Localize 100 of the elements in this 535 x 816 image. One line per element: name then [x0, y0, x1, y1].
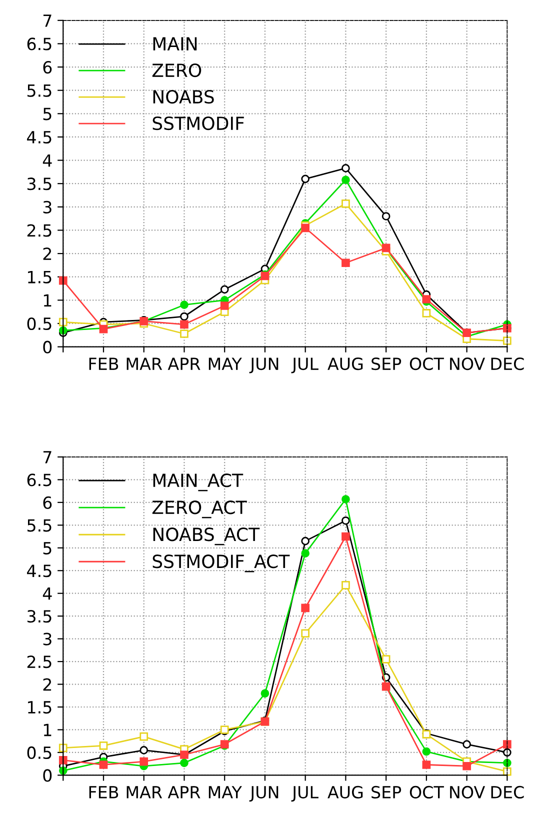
x-tick-label: JUN: [249, 358, 278, 374]
point: [301, 604, 310, 612]
point: [422, 309, 431, 318]
y-tick-label: 1: [44, 294, 52, 307]
point: [301, 536, 310, 546]
point: [180, 758, 188, 768]
y-tick-label: 0.5: [27, 317, 52, 330]
point: [382, 212, 390, 220]
point: [503, 336, 512, 345]
y-tick-label: 2.5: [27, 224, 52, 237]
point: [220, 285, 229, 294]
x-tick-label: AUG: [328, 358, 363, 370]
y-tick-label: 0: [43, 340, 52, 354]
point: [140, 757, 148, 766]
point: [220, 302, 229, 310]
legend-label: MAIN_ACT: [153, 474, 244, 492]
x-tick-label: SEP: [372, 358, 402, 370]
x-tick-label: NOV: [450, 358, 486, 370]
point: [180, 330, 188, 338]
y-tick-label: 6: [43, 60, 52, 74]
point: [99, 741, 108, 750]
point: [342, 258, 350, 268]
point: [462, 740, 471, 748]
y-tick-label: 1: [44, 724, 52, 736]
point: [422, 760, 431, 769]
point: [342, 176, 350, 184]
legend-label: ZERO: [152, 63, 202, 78]
point: [99, 760, 108, 769]
x-tick-label: MAY: [208, 358, 242, 370]
y-tick-label: 4.5: [27, 564, 52, 578]
legend-label: ZERO_ACT: [152, 500, 247, 518]
point: [503, 758, 512, 768]
y-tick-label: 5: [43, 108, 52, 120]
legend-label: NOABS_ACT: [153, 528, 260, 546]
y-tick-label: 5.5: [27, 84, 52, 97]
point: [462, 762, 471, 770]
point: [58, 318, 68, 326]
point: [342, 495, 350, 504]
x-tick-label: SEP: [372, 786, 402, 799]
point: [140, 732, 148, 741]
y-tick-label: 5: [43, 542, 52, 554]
y-tick-label: 2: [43, 678, 52, 691]
point: [422, 747, 431, 756]
legend-label: NOABS: [153, 90, 214, 104]
point: [260, 689, 270, 698]
point: [301, 549, 310, 558]
y-tick-label: 6.5: [27, 474, 52, 486]
point: [342, 516, 350, 525]
x-tick-label: FEB: [89, 786, 118, 798]
y-tick-label: 7: [43, 451, 52, 464]
point: [342, 164, 350, 172]
x-tick-label: FEB: [89, 358, 118, 370]
legend-label: SSTMODIF: [152, 116, 244, 130]
y-tick-label: 1.5: [28, 271, 52, 284]
point: [301, 224, 310, 232]
x-tick-label: NOV: [450, 786, 486, 799]
y-tick-label: 2.5: [27, 656, 52, 668]
point: [58, 756, 68, 764]
x-tick-label: JUL: [291, 786, 318, 802]
x-tick-label: MAY: [208, 786, 242, 798]
point: [301, 174, 310, 184]
point: [342, 532, 350, 541]
x-tick-label: DEC: [491, 358, 524, 370]
legend-label: MAIN: [153, 37, 197, 50]
y-tick-label: 3.5: [27, 610, 52, 623]
y-tick-label: 0.5: [27, 746, 52, 760]
point: [503, 748, 512, 757]
x-tick-label: APR: [168, 786, 200, 798]
x-tick-label: DEC: [491, 786, 524, 799]
y-tick-label: 6.5: [27, 38, 52, 50]
x-tick-label: JUL: [291, 358, 318, 374]
x-tick-label: MAR: [126, 358, 162, 370]
y-tick-label: 4: [42, 588, 52, 600]
y-tick-label: 3.5: [27, 178, 52, 190]
y-tick-label: 4: [42, 154, 52, 167]
point: [58, 276, 68, 285]
y-tick-label: 2: [43, 248, 52, 260]
y-tick-label: 5.5: [27, 519, 52, 532]
point: [342, 199, 350, 208]
y-tick-label: 3: [43, 632, 52, 646]
point: [342, 581, 350, 590]
point: [180, 300, 188, 309]
legend-label: SSTMODIF_ACT: [152, 554, 290, 572]
point: [180, 312, 188, 321]
x-tick-label: OCT: [410, 358, 444, 370]
point: [180, 320, 188, 329]
y-tick-label: 1.5: [28, 701, 52, 714]
x-tick-label: AUG: [328, 786, 363, 799]
point: [140, 746, 148, 754]
point: [301, 629, 310, 638]
x-tick-label: JUN: [249, 786, 278, 802]
y-tick-label: 6: [43, 496, 52, 509]
y-tick-label: 0: [43, 769, 52, 782]
y-tick-label: 7: [43, 14, 52, 27]
y-tick-label: 4.5: [27, 131, 52, 144]
x-tick-label: MAR: [126, 786, 162, 798]
y-tick-label: 3: [43, 200, 52, 214]
x-tick-label: APR: [168, 358, 200, 370]
point: [503, 740, 512, 748]
x-tick-label: OCT: [410, 786, 444, 799]
